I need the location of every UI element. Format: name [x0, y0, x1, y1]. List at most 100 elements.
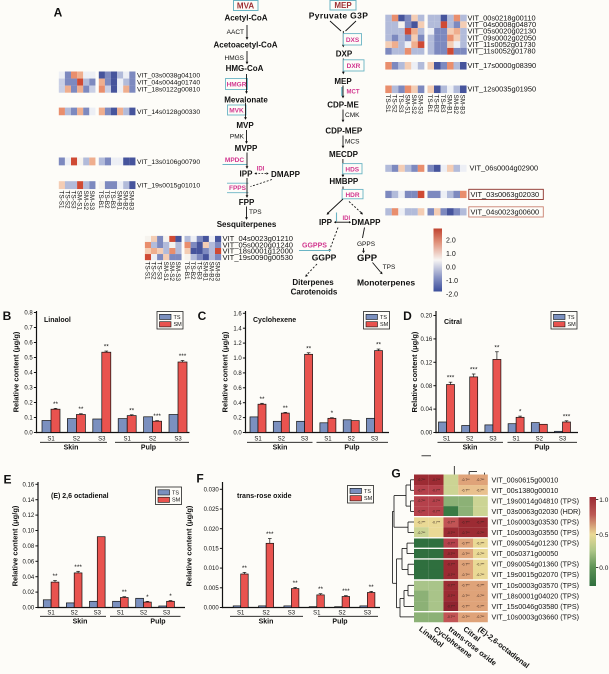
svg-text:SM-B1: SM-B1 [115, 191, 122, 211]
svg-text:-0.7**: -0.7** [462, 531, 471, 535]
svg-text:-2.0: -2.0 [446, 292, 458, 299]
svg-text:SM-S3: SM-S3 [174, 262, 181, 282]
svg-text:0.12: 0.12 [421, 360, 433, 366]
svg-text:0.4: 0.4 [233, 401, 242, 407]
svg-text:S3: S3 [371, 437, 379, 443]
svg-text:**: ** [129, 407, 135, 414]
svg-text:-0.7**: -0.7** [432, 499, 441, 503]
svg-text:0.12: 0.12 [23, 513, 35, 519]
svg-text:(E) 2,6 octadienal: (E) 2,6 octadienal [51, 493, 109, 500]
svg-text:IDI: IDI [343, 216, 351, 222]
svg-text:0.015: 0.015 [204, 547, 220, 553]
svg-text:VIT_04s0008g04870: VIT_04s0008g04870 [468, 20, 537, 29]
svg-text:-0.7**: -0.7** [476, 531, 485, 535]
svg-text:VIT_18s0001g12000: VIT_18s0001g12000 [223, 247, 294, 256]
svg-text:0.6: 0.6 [233, 386, 242, 392]
svg-text:-0.7**: -0.7** [417, 531, 426, 535]
svg-text:D: D [403, 309, 412, 323]
svg-text:S1: S1 [443, 437, 451, 443]
svg-text:TS-S2: TS-S2 [390, 95, 397, 114]
svg-text:HDS: HDS [345, 166, 359, 173]
svg-text:Pyruvate G3P: Pyruvate G3P [309, 11, 368, 21]
svg-text:DXP: DXP [336, 50, 353, 59]
svg-text:-0.7**: -0.7** [447, 552, 456, 556]
svg-text:0.08: 0.08 [421, 384, 433, 390]
svg-text:0.04: 0.04 [23, 575, 35, 581]
svg-text:Skin: Skin [259, 619, 274, 626]
svg-text:S1: S1 [313, 611, 321, 617]
svg-text:-0.7**: -0.7** [462, 541, 471, 545]
svg-text:VIT_00s0371g00050: VIT_00s0371g00050 [492, 549, 559, 558]
svg-text:-0.7**: -0.7** [432, 478, 441, 482]
svg-text:-0.7**: -0.7** [462, 563, 471, 567]
svg-text:-0.7**: -0.7** [462, 478, 471, 482]
svg-text:-0.7**: -0.7** [462, 552, 471, 556]
svg-text:VIT_18s0001g04020 (TPS): VIT_18s0001g04020 (TPS) [492, 591, 580, 600]
svg-text:VIT_03s0038g04100: VIT_03s0038g04100 [137, 73, 200, 80]
svg-text:VIT_10s0003g03570 (TPS): VIT_10s0003g03570 (TPS) [492, 581, 580, 590]
svg-text:VIT_12s0035g01950: VIT_12s0035g01950 [468, 85, 537, 94]
svg-text:VIT_06s0004g02900: VIT_06s0004g02900 [470, 164, 539, 173]
svg-text:0.0: 0.0 [599, 565, 608, 572]
svg-text:**: ** [318, 586, 324, 593]
svg-text:SM: SM [364, 496, 373, 502]
svg-text:VIT_19s0014g04810 (TPS): VIT_19s0014g04810 (TPS) [492, 496, 580, 505]
svg-text:0.0: 0.0 [446, 265, 456, 272]
svg-text:TS-S1: TS-S1 [57, 191, 64, 210]
svg-text:Skin: Skin [73, 619, 88, 626]
svg-text:MVP: MVP [236, 121, 254, 130]
svg-text:HMG-CoA: HMG-CoA [226, 64, 264, 73]
svg-text:**: ** [52, 573, 58, 580]
svg-text:0.04: 0.04 [421, 407, 433, 413]
svg-text:-0.7**: -0.7** [462, 605, 471, 609]
svg-text:SM-B3: SM-B3 [459, 95, 466, 115]
svg-text:MVPP: MVPP [235, 144, 258, 153]
svg-text:VIT_05s0020g01240: VIT_05s0020g01240 [223, 240, 294, 249]
svg-text:-0.7**: -0.7** [462, 520, 471, 524]
svg-text:MCS: MCS [345, 138, 360, 145]
svg-text:G: G [391, 467, 400, 481]
svg-text:S2: S2 [338, 611, 346, 617]
svg-text:TS-B1: TS-B1 [426, 95, 433, 114]
svg-text:VIT_15s0046g03580 (TPS): VIT_15s0046g03580 (TPS) [492, 602, 580, 611]
svg-text:Acetyl-CoA: Acetyl-CoA [224, 14, 267, 23]
svg-text:S3: S3 [174, 437, 182, 443]
svg-text:TS-B3: TS-B3 [109, 191, 116, 210]
svg-text:TS-S3: TS-S3 [397, 95, 404, 114]
svg-text:SM-B2: SM-B2 [452, 95, 459, 115]
svg-text:Cyclohexene: Cyclohexene [253, 317, 296, 324]
svg-text:*: * [146, 594, 149, 601]
svg-text:HMGS: HMGS [225, 55, 245, 62]
svg-text:**: ** [122, 589, 128, 596]
svg-text:0.14: 0.14 [23, 498, 35, 504]
svg-text:TS: TS [172, 490, 179, 496]
svg-text:0.1: 0.1 [24, 416, 33, 422]
svg-text:0.5: 0.5 [24, 356, 33, 362]
svg-text:S1: S1 [237, 611, 245, 617]
svg-text:-0.7**: -0.7** [417, 489, 426, 493]
svg-text:TS-B1: TS-B1 [183, 262, 190, 281]
svg-text:-0.7**: -0.7** [476, 489, 485, 493]
svg-text:VIT_10s0003g03530 (TPS): VIT_10s0003g03530 (TPS) [492, 518, 580, 527]
svg-text:SM: SM [172, 498, 181, 504]
svg-text:A: A [54, 6, 63, 20]
svg-text:MPDC: MPDC [225, 157, 244, 164]
svg-text:Relative content (μg/g): Relative content (μg/g) [11, 505, 20, 586]
svg-text:0.010: 0.010 [204, 566, 220, 572]
svg-text:0.030: 0.030 [204, 487, 220, 493]
svg-text:-0.7**: -0.7** [417, 520, 426, 524]
svg-text:S3: S3 [364, 611, 372, 617]
svg-text:-0.7**: -0.7** [432, 489, 441, 493]
svg-text:Pulp: Pulp [141, 445, 156, 452]
svg-text:1.4: 1.4 [233, 326, 242, 332]
svg-text:-0.7**: -0.7** [476, 573, 485, 577]
svg-text:FPP: FPP [239, 198, 255, 207]
svg-text:-0.7**: -0.7** [432, 510, 441, 514]
svg-text:TS-S3: TS-S3 [70, 191, 77, 210]
svg-text:Diterpenes: Diterpenes [292, 278, 334, 287]
svg-text:VIT_11s0052g01730: VIT_11s0052g01730 [468, 40, 536, 49]
svg-text:Relative content (μg/g): Relative content (μg/g) [410, 331, 419, 412]
svg-text:VIT_05s0020g02130: VIT_05s0020g02130 [468, 27, 537, 36]
svg-text:-0.7**: -0.7** [462, 594, 471, 598]
svg-text:Skin: Skin [463, 445, 478, 452]
